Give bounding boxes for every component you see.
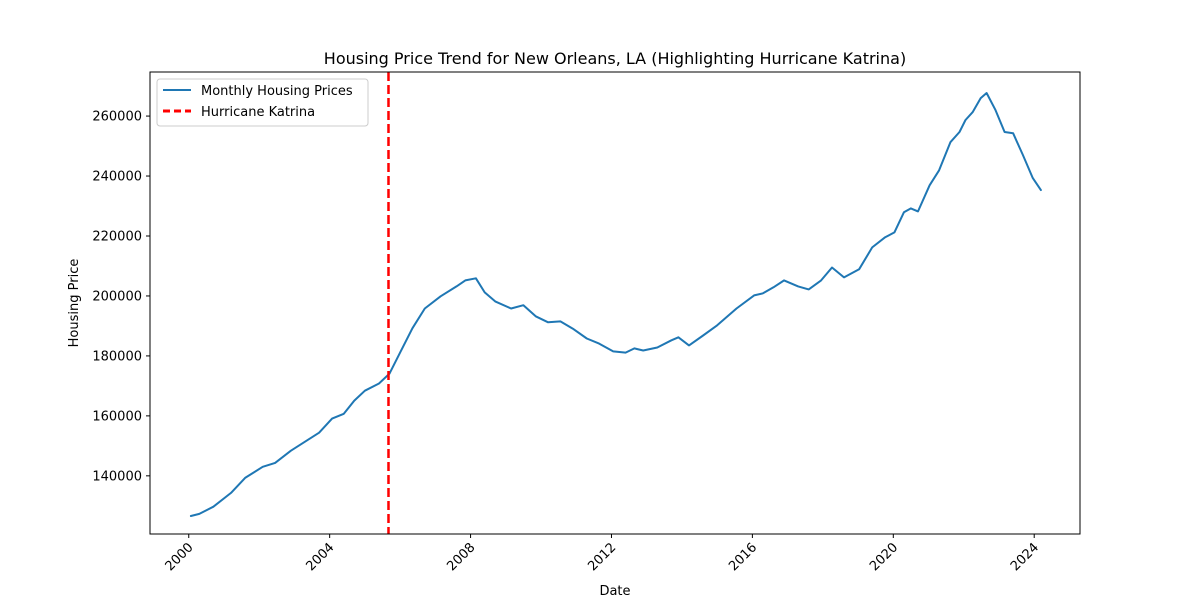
series-line-monthly-housing-prices xyxy=(189,92,1042,517)
y-axis-label: Housing Price xyxy=(67,259,82,348)
y-tick-label: 160000 xyxy=(92,409,142,424)
plot-area xyxy=(149,71,1081,535)
y-tick-label: 220000 xyxy=(92,229,142,244)
y-axis: 140000 160000 180000 200000 220000 240000 2600… xyxy=(92,110,150,484)
chart-title: Housing Price Trend for New Orleans, LA … xyxy=(324,49,906,68)
x-axis-label: Date xyxy=(599,584,630,599)
y-tick-label: 140000 xyxy=(92,469,142,484)
y-tick-label: 180000 xyxy=(92,349,142,364)
legend-label-hurricane-katrina: Hurricane Katrina xyxy=(201,105,315,120)
y-tick-label: 260000 xyxy=(92,110,142,125)
series-layer xyxy=(189,92,1042,517)
y-tick-label: 200000 xyxy=(92,289,142,304)
legend-box xyxy=(156,78,369,127)
legend: Monthly Housing Prices Hurricane Katrina xyxy=(156,78,369,127)
legend-label-monthly-prices: Monthly Housing Prices xyxy=(201,84,353,99)
axes-frame xyxy=(149,71,1081,535)
y-tick-label: 240000 xyxy=(92,170,142,185)
